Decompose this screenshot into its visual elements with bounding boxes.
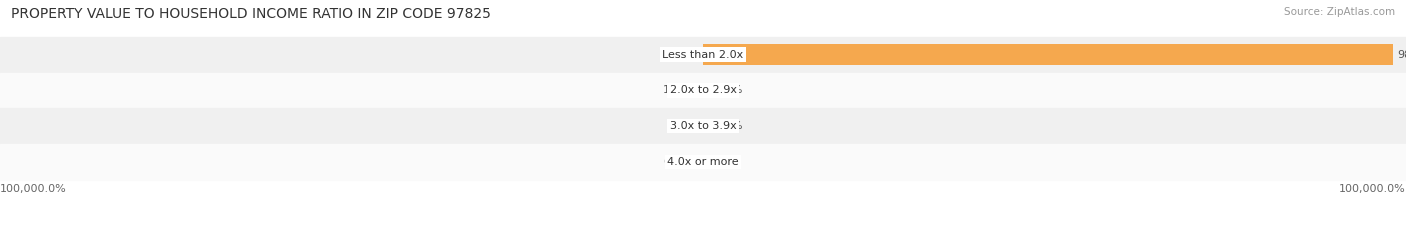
Text: 100,000.0%: 100,000.0%	[1340, 184, 1406, 194]
Text: 61.3%: 61.3%	[664, 157, 699, 167]
Text: 4.0x or more: 4.0x or more	[668, 157, 738, 167]
Text: 100,000.0%: 100,000.0%	[0, 184, 66, 194]
Text: 17.3%: 17.3%	[664, 50, 699, 60]
Text: 98,213.8%: 98,213.8%	[1398, 50, 1406, 60]
Bar	[0, 37, 1406, 72]
Text: 6.3%: 6.3%	[707, 157, 735, 167]
Text: Source: ZipAtlas.com: Source: ZipAtlas.com	[1284, 7, 1395, 17]
Bar	[0, 144, 1406, 180]
Text: 3.0x to 3.9x: 3.0x to 3.9x	[669, 121, 737, 131]
Text: 6.7%: 6.7%	[671, 121, 699, 131]
Text: Less than 2.0x: Less than 2.0x	[662, 50, 744, 60]
Text: 38.8%: 38.8%	[707, 121, 742, 131]
Text: PROPERTY VALUE TO HOUSEHOLD INCOME RATIO IN ZIP CODE 97825: PROPERTY VALUE TO HOUSEHOLD INCOME RATIO…	[11, 7, 491, 21]
Text: 21.3%: 21.3%	[707, 86, 742, 96]
Bar	[0, 108, 1406, 144]
Bar	[703, 44, 1393, 65]
Text: 14.7%: 14.7%	[664, 86, 699, 96]
Bar	[0, 72, 1406, 108]
Text: 2.0x to 2.9x: 2.0x to 2.9x	[669, 86, 737, 96]
